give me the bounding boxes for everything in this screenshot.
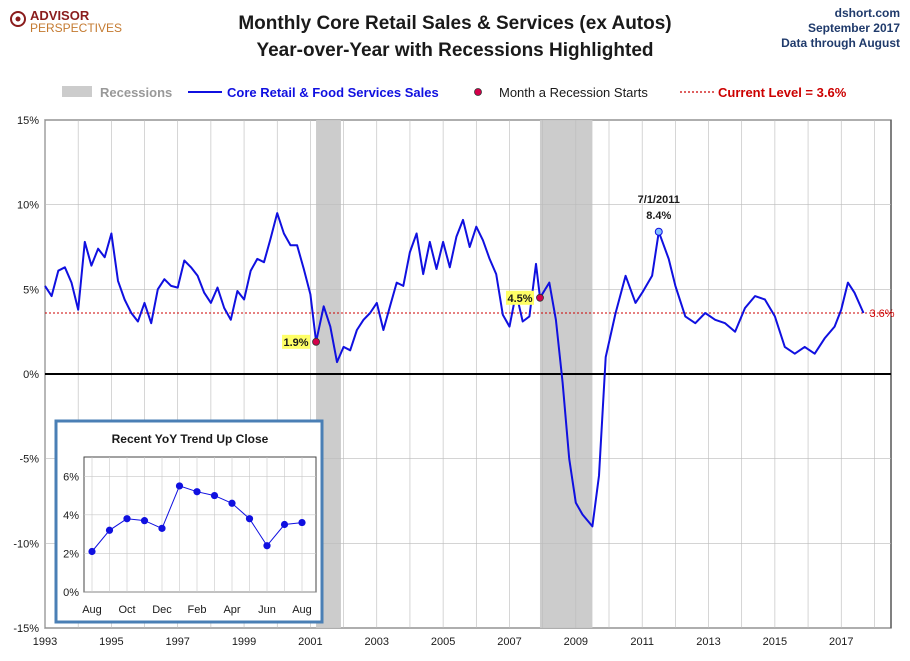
inset-series-points (88, 482, 306, 556)
current-level-label: 3.6% (869, 308, 894, 320)
legend-recession-start-swatch (474, 88, 482, 96)
x-tick-label: 2013 (696, 636, 720, 648)
x-tick-label: 2009 (564, 636, 588, 648)
inset-x-tick-label: Aug (82, 604, 102, 616)
legend-recession-start-label: Month a Recession Starts (499, 85, 648, 100)
inset-point-may (245, 515, 254, 523)
x-axis-ticks: 1993 1995 1997 1999 2001 2003 2005 2007 2009 2011… (33, 636, 854, 648)
y-tick-label: -5% (19, 454, 39, 466)
peak-point (654, 227, 663, 236)
inset-x-tick-label: Oct (118, 604, 135, 616)
inset-x-tick-label: Aug (292, 604, 312, 616)
x-tick-label: 2015 (763, 636, 787, 648)
inset-x-axis-ticks: Aug Oct Dec Feb Apr Jun Aug (82, 604, 312, 616)
data-through-label: Data through August (781, 36, 900, 50)
peak-annotation: 7/1/2011 8.4% (638, 194, 680, 236)
inset-y-tick-label: 6% (63, 471, 79, 483)
x-tick-label: 2007 (497, 636, 521, 648)
inset-point-aug (298, 518, 306, 527)
inset-y-axis-ticks: 0% 2% 4% 6% (63, 471, 79, 599)
x-tick-label: 2011 (630, 636, 654, 648)
inset-y-tick-label: 0% (63, 587, 79, 599)
recession-start-point (312, 337, 320, 346)
inset-point-jan (175, 482, 184, 490)
recession-start-points: 1.9% 4.5% (282, 290, 544, 349)
inset-point-apr (228, 499, 236, 507)
recession-start-label-bg (505, 290, 534, 305)
y-tick-label: -10% (13, 538, 39, 550)
peak-value-label: 8.4% (646, 210, 671, 222)
x-tick-label: 2017 (829, 636, 853, 648)
legend-series-label: Core Retail & Food Services Sales (227, 85, 439, 100)
inset-point-mar (210, 491, 219, 500)
logo: ADVISOR PERSPECTIVES (10, 8, 122, 35)
inset-point-aug (88, 547, 96, 556)
x-tick-label: 2005 (431, 636, 455, 648)
recession-start-label: 4.5% (507, 293, 532, 305)
logo-mark-dot (15, 16, 21, 22)
inset-point-sep (105, 526, 114, 534)
inset-point-dec (158, 524, 166, 532)
peak-date-label: 7/1/2011 (638, 194, 680, 206)
y-tick-label: 15% (17, 115, 39, 127)
inset-point-jul (280, 520, 289, 529)
legend: Recessions Core Retail & Food Services S… (62, 85, 847, 100)
chart-subtitle: Year-over-Year with Recessions Highlight… (256, 40, 653, 61)
inset-point-nov (140, 517, 149, 525)
logo-mark-icon (10, 11, 26, 27)
source-label: dshort.com (835, 6, 900, 20)
logo-line2: PERSPECTIVES (30, 21, 122, 35)
legend-recessions-swatch (62, 86, 92, 97)
inset-x-tick-label: Apr (223, 604, 240, 616)
y-tick-label: -15% (13, 623, 39, 635)
y-tick-label: 0% (23, 369, 39, 381)
x-tick-label: 1997 (165, 636, 189, 648)
chart-title: Monthly Core Retail Sales & Services (ex… (238, 13, 671, 34)
x-tick-label: 1993 (33, 636, 57, 648)
recession-start-point (536, 293, 544, 302)
inset-y-tick-label: 4% (63, 510, 79, 522)
y-axis-ticks: -15% -10% -5% 0% 5% 10% 15% (13, 115, 39, 635)
date-label: September 2017 (808, 21, 900, 35)
inset-title: Recent YoY Trend Up Close (112, 432, 269, 446)
legend-current-label: Current Level = 3.6% (718, 85, 847, 100)
inset-chart: Recent YoY Trend Up Close 0% 2% 4% 6% Aug Oc… (54, 419, 324, 624)
inset-y-tick-label: 2% (63, 548, 79, 560)
legend-recessions-label: Recessions (100, 85, 172, 100)
y-tick-label: 5% (23, 284, 39, 296)
x-tick-label: 2003 (365, 636, 389, 648)
logo-line1: ADVISOR (30, 8, 90, 23)
inset-point-jun (263, 542, 271, 550)
x-tick-label: 1995 (99, 636, 123, 648)
x-tick-label: 1999 (232, 636, 256, 648)
inset-point-oct (123, 515, 131, 523)
inset-x-tick-label: Feb (188, 604, 207, 616)
x-tick-label: 2001 (298, 636, 322, 648)
inset-x-tick-label: Jun (258, 604, 276, 616)
inset-plot-area (83, 456, 317, 593)
recession-start-label-bg (282, 334, 311, 349)
series-line-core-retail (44, 212, 865, 528)
inset-point-feb (193, 488, 201, 496)
recession-start-label: 1.9% (284, 337, 309, 349)
y-tick-label: 10% (17, 200, 39, 212)
inset-x-tick-label: Dec (152, 604, 172, 616)
